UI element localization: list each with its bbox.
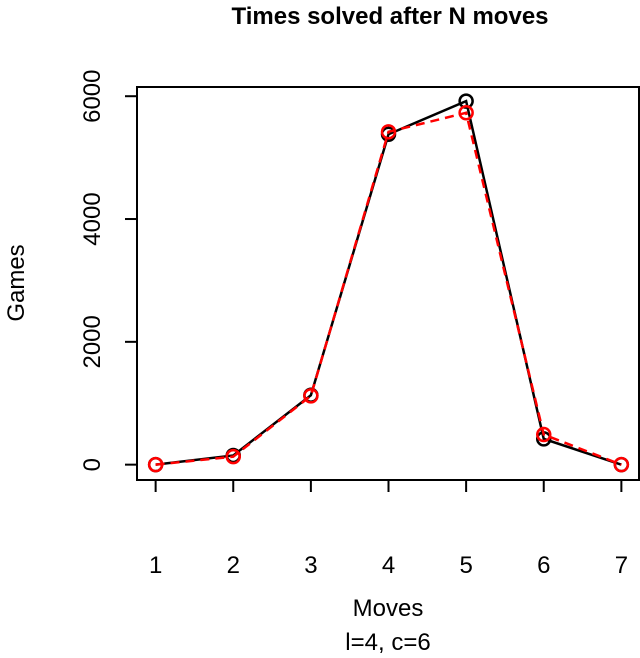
point [535,426,552,443]
point [147,456,164,473]
point [458,105,474,121]
plot-frame [136,86,640,481]
subtitle: l=4, c=6 [345,629,430,656]
point [303,388,319,404]
x-tick-label: 7 [615,552,628,579]
series-line [155,111,622,466]
x-tick-label: 1 [149,552,162,579]
x-tick-label: 3 [304,552,317,579]
x-tick-label: 2 [227,552,240,579]
chart-title: Times solved after N moves [231,3,548,30]
x-tick-label: 4 [382,552,395,579]
point [225,448,242,465]
point [613,456,630,473]
x-axis-label: Moves [353,595,424,622]
y-tick-label: 0 [79,458,106,471]
x-tick-label: 5 [459,552,472,579]
y-axis-label: Games [3,244,30,321]
y-tick-label: 4000 [79,192,106,245]
y-tick-label: 2000 [79,315,106,368]
point [380,124,397,140]
y-tick-label: 6000 [79,70,106,123]
point [458,93,474,109]
series-line [155,99,622,466]
x-tick-label: 6 [537,552,550,579]
